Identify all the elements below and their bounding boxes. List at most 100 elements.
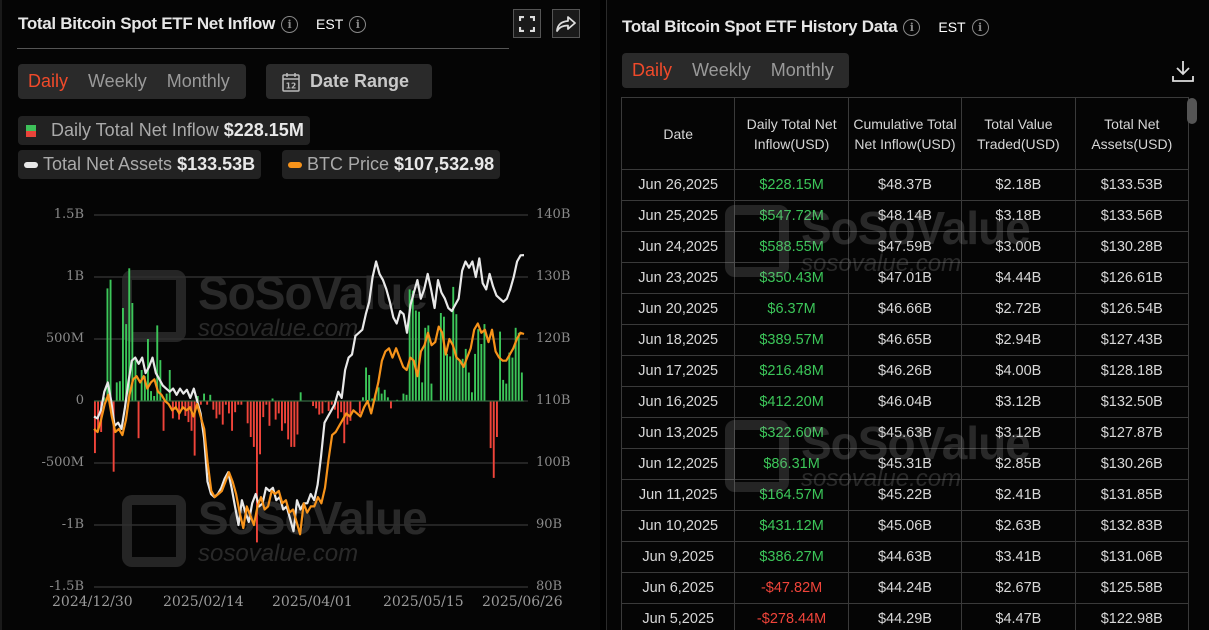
timezone-info-icon[interactable]: i	[971, 18, 989, 36]
inflow-bar[interactable]	[199, 401, 202, 405]
inflow-bar[interactable]	[284, 401, 286, 424]
inflow-bar[interactable]	[94, 401, 96, 454]
inflow-bar[interactable]	[517, 332, 520, 401]
inflow-bar[interactable]	[477, 329, 480, 401]
table-row[interactable]: Jun 6,2025 -$47.82M $44.24B $2.67B $125.58B	[620, 572, 1190, 604]
inflow-bar[interactable]	[349, 401, 352, 421]
inflow-bar[interactable]	[496, 401, 498, 437]
inflow-bar[interactable]	[156, 325, 159, 401]
inflow-bar[interactable]	[330, 401, 333, 405]
inflow-bar[interactable]	[193, 401, 196, 456]
inflow-bar[interactable]	[408, 289, 411, 401]
inflow-bar[interactable]	[446, 353, 448, 401]
inflow-bar[interactable]	[249, 401, 252, 437]
inflow-bar[interactable]	[277, 401, 280, 414]
inflow-bar[interactable]	[414, 310, 417, 402]
inflow-bar[interactable]	[424, 327, 427, 401]
inflow-bar[interactable]	[405, 394, 408, 401]
inflow-bar[interactable]	[168, 370, 171, 401]
inflow-bar[interactable]	[318, 401, 321, 415]
inflow-bar[interactable]	[259, 401, 261, 455]
inflow-bar[interactable]	[480, 344, 483, 401]
inflow-bar[interactable]	[252, 401, 255, 447]
table-row[interactable]: Jun 26,2025 $228.15M $48.37B $2.18B $133.53B	[620, 169, 1190, 201]
inflow-bar[interactable]	[106, 288, 109, 401]
inflow-bar[interactable]	[150, 391, 152, 401]
tab-weekly[interactable]: Weekly	[88, 71, 147, 91]
inflow-bar[interactable]	[143, 376, 146, 401]
inflow-bar[interactable]	[281, 401, 283, 431]
inflow-bar[interactable]	[224, 401, 227, 405]
inflow-bar[interactable]	[206, 401, 209, 405]
inflow-bar[interactable]	[203, 393, 205, 401]
table-scrollbar[interactable]	[1187, 98, 1197, 124]
inflow-bar[interactable]	[296, 401, 299, 435]
table-row[interactable]: Jun 11,2025 $164.57M $45.22B $2.41B $131.85B	[620, 479, 1190, 511]
inflow-bar[interactable]	[115, 382, 118, 401]
inflow-bar[interactable]	[274, 401, 277, 420]
inflow-bar[interactable]	[287, 401, 290, 440]
tab-monthly[interactable]: Monthly	[770, 60, 834, 80]
inflow-bar[interactable]	[315, 401, 318, 409]
date-range-button[interactable]: 12 Date Range	[266, 64, 432, 99]
inflow-bar[interactable]	[383, 389, 386, 401]
table-row[interactable]: Jun 23,2025 $350.43M $47.01B $4.44B $126.61B	[620, 262, 1190, 294]
inflow-bar[interactable]	[118, 381, 121, 401]
inflow-bar[interactable]	[190, 401, 193, 431]
inflow-bar[interactable]	[396, 399, 399, 401]
inflow-bar[interactable]	[234, 401, 237, 413]
inflow-bar[interactable]	[215, 401, 218, 419]
inflow-bar[interactable]	[520, 372, 523, 402]
inflow-bar[interactable]	[134, 360, 137, 401]
tab-monthly[interactable]: Monthly	[166, 71, 230, 91]
inflow-bar[interactable]	[109, 279, 112, 401]
inflow-bar[interactable]	[153, 396, 156, 401]
inflow-bar[interactable]	[321, 401, 324, 414]
download-icon[interactable]	[1170, 58, 1196, 84]
inflow-bar[interactable]	[514, 327, 517, 401]
inflow-bar[interactable]	[246, 401, 249, 424]
inflow-bar[interactable]	[103, 397, 106, 401]
inflow-bar[interactable]	[511, 357, 514, 401]
inflow-bar[interactable]	[299, 392, 302, 401]
inflow-bar[interactable]	[187, 401, 190, 423]
inflow-bar[interactable]	[474, 353, 476, 401]
inflow-bar[interactable]	[256, 401, 258, 543]
inflow-bar[interactable]	[212, 401, 215, 410]
inflow-bar[interactable]	[237, 401, 240, 405]
timezone-info-icon[interactable]: i	[349, 15, 367, 33]
col-net-assets[interactable]: Total Net Assets(USD)	[1074, 97, 1190, 170]
inflow-bar[interactable]	[268, 401, 271, 426]
legend-btc-price[interactable]: BTC Price $107,532.98	[282, 150, 501, 179]
inflow-bar[interactable]	[358, 401, 361, 414]
table-row[interactable]: Jun 25,2025 $547.72M $48.14B $3.18B $133.56B	[620, 200, 1190, 232]
inflow-chart[interactable]	[2, 0, 602, 630]
inflow-bar[interactable]	[471, 392, 473, 401]
tab-daily[interactable]: Daily	[632, 60, 673, 80]
inflow-bar[interactable]	[340, 401, 343, 413]
inflow-bar[interactable]	[265, 401, 268, 405]
tab-weekly[interactable]: Weekly	[692, 60, 751, 80]
btc-price-line[interactable]	[93, 322, 525, 536]
inflow-bar[interactable]	[140, 370, 143, 401]
table-row[interactable]: Jun 18,2025 $389.57M $46.65B $2.94B $127.43B	[620, 324, 1190, 356]
inflow-bar[interactable]	[505, 383, 508, 401]
table-row[interactable]: Jun 13,2025 $322.60M $45.63B $3.12B $127.87B	[620, 417, 1190, 449]
col-value-traded[interactable]: Total Value Traded(USD)	[961, 97, 1076, 170]
inflow-bar[interactable]	[508, 352, 511, 401]
table-row[interactable]: Jun 20,2025 $6.37M $46.66B $2.72B $126.54B	[620, 293, 1190, 325]
inflow-bar[interactable]	[502, 379, 505, 401]
inflow-bar[interactable]	[293, 401, 296, 447]
inflow-bar[interactable]	[131, 303, 134, 401]
inflow-bar[interactable]	[128, 268, 131, 401]
inflow-bar[interactable]	[221, 401, 224, 425]
table-row[interactable]: Jun 5,2025 -$278.44M $44.29B $4.47B $122.98B	[620, 603, 1190, 630]
fullscreen-button[interactable]	[513, 9, 541, 38]
inflow-bar[interactable]	[162, 401, 165, 431]
inflow-bar[interactable]	[427, 325, 430, 401]
inflow-bar[interactable]	[218, 401, 221, 415]
inflow-bar[interactable]	[271, 398, 274, 402]
inflow-bar[interactable]	[209, 394, 212, 401]
tab-daily[interactable]: Daily	[28, 71, 69, 91]
inflow-bar[interactable]	[458, 360, 461, 401]
